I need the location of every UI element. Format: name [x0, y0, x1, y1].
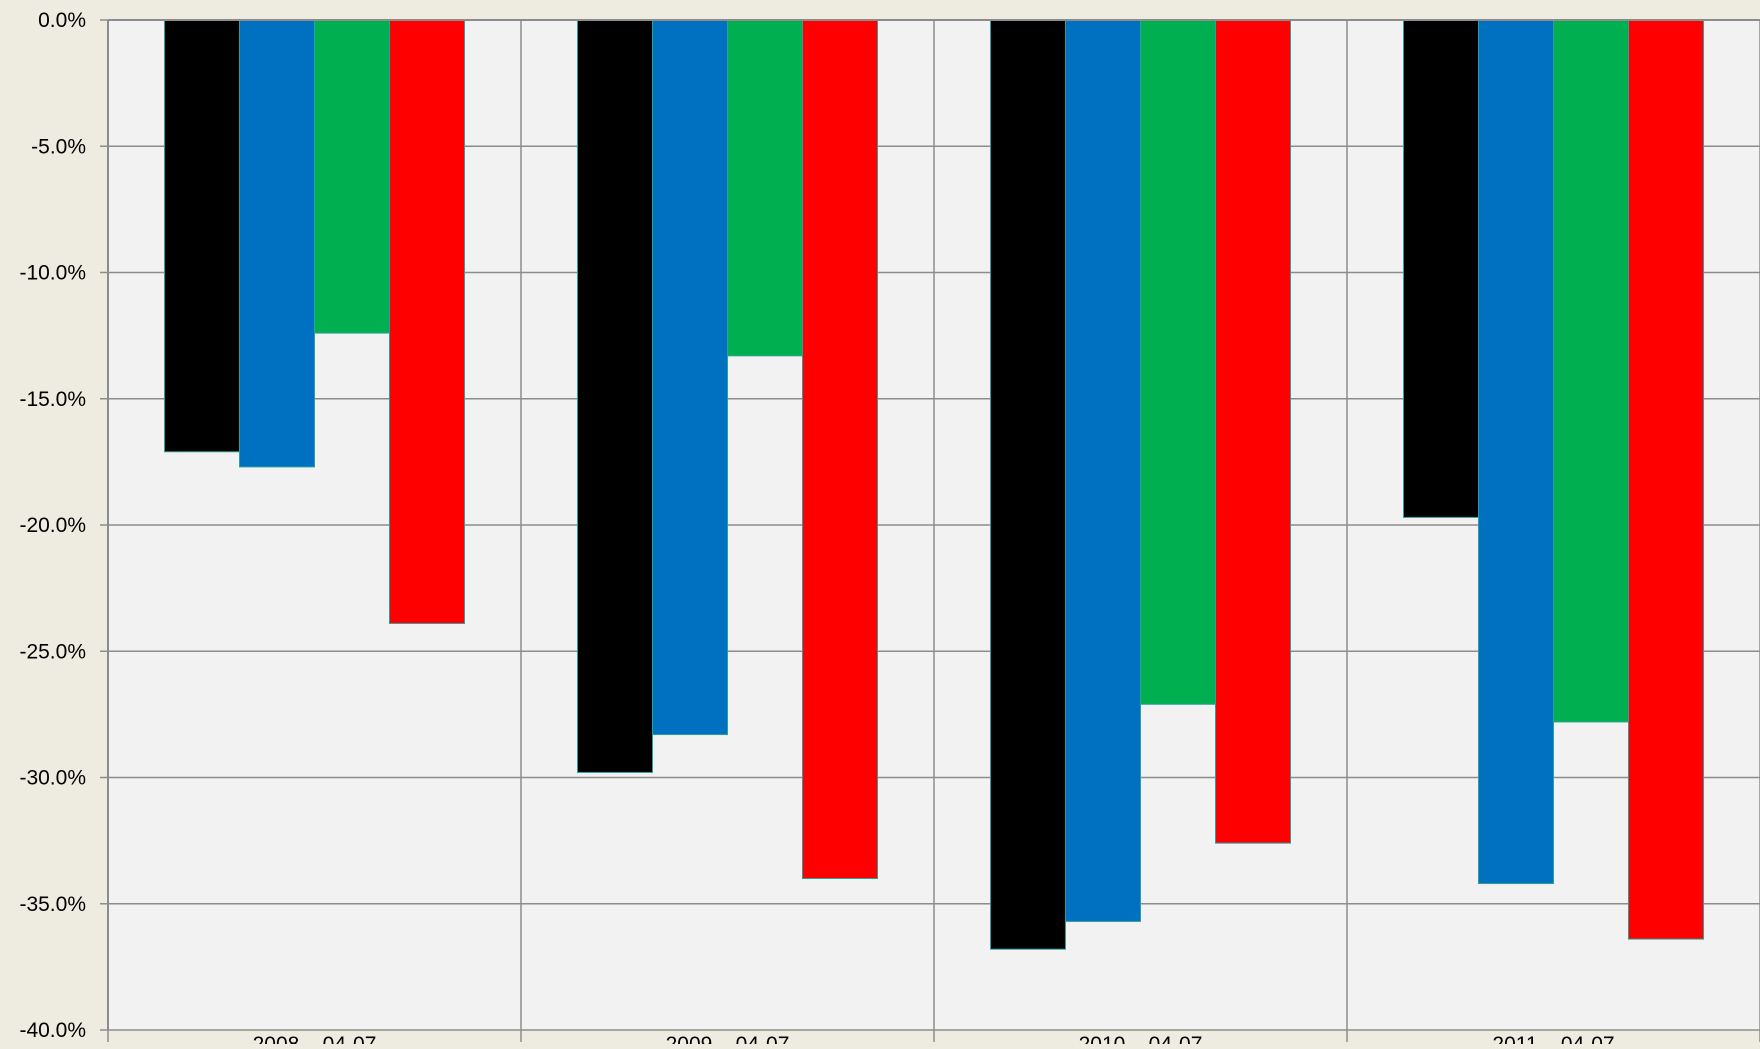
bar — [1628, 19, 1704, 940]
bar — [727, 19, 803, 357]
x-category-label: 2011 – 04-07 — [1492, 1033, 1614, 1044]
y-tick-label: -15.0% — [19, 388, 86, 411]
y-tick-label: -30.0% — [19, 767, 86, 790]
bar — [389, 19, 465, 624]
x-category-label: 2008 – 04-07 — [253, 1033, 377, 1044]
y-tick-label: -5.0% — [31, 135, 86, 158]
bar — [990, 19, 1066, 950]
bar — [577, 19, 653, 773]
x-category-label: 2009 – 04-07 — [666, 1033, 790, 1044]
bar — [164, 19, 240, 453]
bar — [1215, 19, 1291, 844]
y-tick-label: -40.0% — [19, 1019, 86, 1042]
bar — [1553, 19, 1629, 723]
y-tick-label: -20.0% — [19, 514, 86, 537]
y-tick-label: -25.0% — [19, 640, 86, 663]
y-tick-label: 0.0% — [38, 9, 86, 32]
bar — [802, 19, 878, 879]
bar — [652, 19, 728, 736]
bar — [314, 19, 390, 334]
bar — [1478, 19, 1554, 885]
bar — [1403, 19, 1479, 518]
bar — [1140, 19, 1216, 705]
x-category-label: 2010 – 04-07 — [1079, 1033, 1203, 1044]
bar — [239, 19, 315, 468]
bar — [1065, 19, 1141, 922]
y-tick-label: -35.0% — [19, 893, 86, 916]
y-tick-label: -10.0% — [19, 262, 86, 285]
